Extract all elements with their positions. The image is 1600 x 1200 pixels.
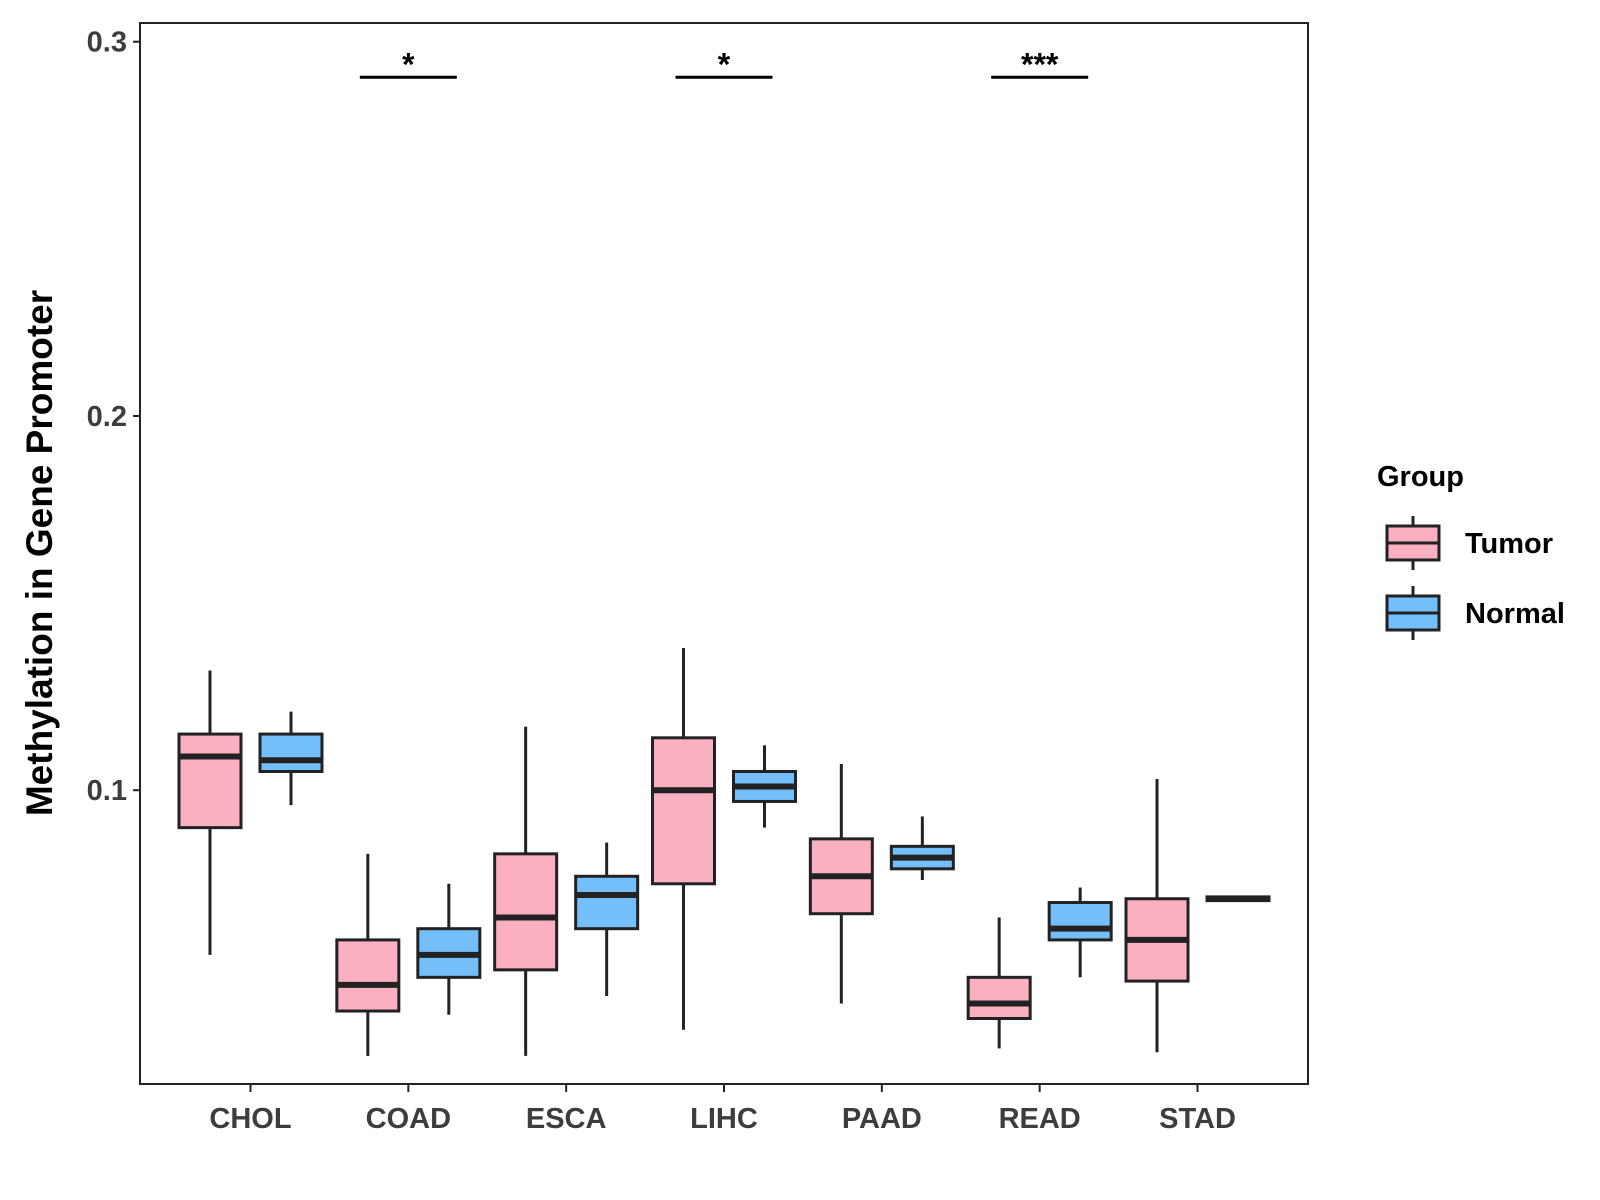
x-tick-label: STAD <box>1159 1103 1236 1135</box>
y-axis-title: Methylation in Gene Promoter <box>19 290 60 816</box>
legend-label: Tumor <box>1465 528 1553 560</box>
box-body <box>966 975 1032 1021</box>
x-tick-label: LIHC <box>690 1103 758 1135</box>
y-tick-0.2: 0.2 <box>87 401 140 433</box>
x-tick-stad: STAD <box>1159 1084 1236 1135</box>
x-tick-read: READ <box>999 1084 1081 1135</box>
box-body <box>258 732 324 774</box>
box-tumor-paad <box>808 764 874 1004</box>
significance-label: * <box>402 46 415 82</box>
box-body <box>493 852 559 972</box>
box-normal-read <box>1047 887 1113 978</box>
x-tick-label: READ <box>999 1103 1081 1135</box>
x-tick-label: PAAD <box>842 1103 922 1135</box>
legend-item-normal: Normal <box>1385 586 1565 640</box>
y-tick-label: 0.3 <box>87 27 127 59</box>
box-body <box>177 732 243 830</box>
significance-lihc: * <box>675 46 773 82</box>
y-tick-label: 0.1 <box>87 775 127 807</box>
legend-title: Group <box>1377 461 1464 493</box>
box-tumor-coad <box>335 853 401 1056</box>
significance-label: *** <box>1021 46 1059 82</box>
y-tick-0.1: 0.1 <box>87 775 140 807</box>
significance-read: *** <box>991 46 1089 82</box>
box-tumor-lihc <box>651 647 716 1030</box>
box-normal-chol <box>258 711 324 806</box>
box-tumor-esca <box>493 726 559 1056</box>
significance-label: * <box>718 46 731 82</box>
box-tumor-chol <box>177 670 243 955</box>
x-tick-coad: COAD <box>366 1084 451 1135</box>
x-tick-label: CHOL <box>209 1103 291 1135</box>
x-tick-esca: ESCA <box>526 1084 607 1135</box>
box-tumor-read <box>966 917 1032 1049</box>
x-tick-label: ESCA <box>526 1103 607 1135</box>
box-body <box>651 736 716 886</box>
box-body <box>1047 900 1113 942</box>
box-tumor-stad <box>1124 778 1190 1053</box>
y-tick-label: 0.2 <box>87 401 127 433</box>
y-tick-0.3: 0.3 <box>87 27 140 59</box>
x-tick-label: COAD <box>366 1103 451 1135</box>
box-normal-stad <box>1205 895 1271 903</box>
box-normal-coad <box>416 883 482 1015</box>
x-tick-lihc: LIHC <box>690 1084 758 1135</box>
box-normal-lihc <box>732 745 797 828</box>
x-tick-chol: CHOL <box>209 1084 292 1135</box>
box-normal-esca <box>574 842 640 997</box>
legend-item-tumor: Tumor <box>1385 516 1553 570</box>
legend-label: Normal <box>1465 598 1565 630</box>
box-normal-paad <box>889 816 955 881</box>
x-tick-paad: PAAD <box>842 1084 922 1135</box>
significance-coad: * <box>359 46 457 82</box>
legend: Group Tumor Normal <box>1377 461 1565 640</box>
box-body <box>335 938 401 1013</box>
box-body <box>574 874 640 931</box>
